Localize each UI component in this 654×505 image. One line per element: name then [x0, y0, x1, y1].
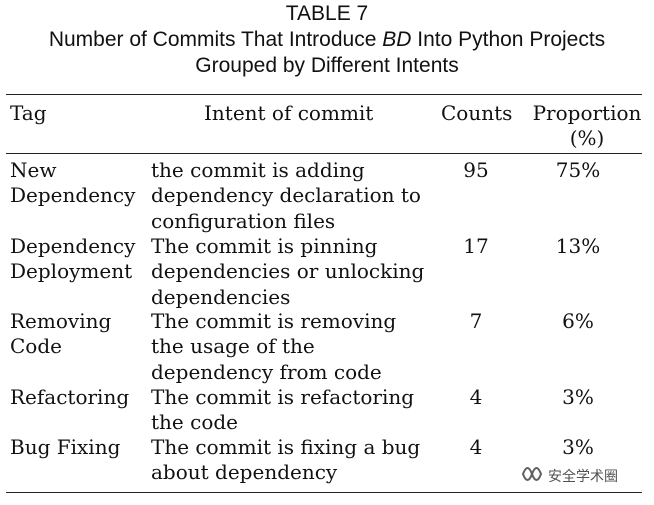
table-row-3-proportion: 6%	[562, 309, 594, 333]
table-row-1-intent: the commit is adding dependency declarat…	[151, 158, 421, 234]
table-row-4-proportion: 3%	[562, 385, 594, 409]
intent-line: dependency declaration to	[151, 183, 421, 208]
table-label: TABLE 7	[285, 2, 369, 25]
table-row-5-tag: Bug Fixing	[10, 435, 120, 460]
header-intent: Intent of commit	[204, 101, 374, 125]
tag-line: Code	[10, 334, 62, 359]
table-row-5-intent: The commit is fixing a bug about depende…	[151, 435, 420, 486]
header-rule	[6, 153, 642, 154]
table-row-2-proportion: 13%	[555, 234, 601, 258]
top-rule	[6, 94, 642, 95]
watermark: 安全学术圈	[521, 464, 618, 488]
table-row-2-intent: The commit is pinning dependencies or un…	[151, 234, 424, 310]
tag-line: Bug Fixing	[10, 435, 121, 459]
table-row-1-tag: New Dependency	[10, 158, 135, 209]
tag-line: Refactoring	[10, 385, 130, 409]
header-tag: Tag	[10, 101, 47, 125]
table-row-3-count: 7	[469, 309, 483, 333]
table-row-4-tag: Refactoring	[10, 385, 129, 410]
intent-line: The commit is removing	[151, 309, 397, 333]
header-proportion: Proportion (%)	[530, 101, 644, 152]
intent-line: The commit is fixing a bug	[151, 435, 421, 459]
table-row-5-count: 4	[469, 435, 483, 459]
table-row-3-tag: Removing Code	[10, 309, 111, 360]
intent-line: the usage of the	[151, 334, 315, 359]
title-part-2: Into Python Projects	[411, 28, 606, 51]
table-row-1-count: 95	[463, 158, 489, 182]
intent-line: the code	[151, 410, 238, 435]
table-title: Number of Commits That Introduce BD Into…	[0, 27, 654, 53]
tag-line: Deployment	[10, 259, 133, 284]
table-row-4-count: 4	[469, 385, 483, 409]
intent-line: about dependency	[151, 460, 338, 485]
table-title-line-2: Grouped by Different Intents	[195, 54, 459, 77]
bottom-rule	[6, 492, 642, 493]
header-proportion-line1: Proportion	[532, 101, 642, 125]
table-row-2-tag: Dependency Deployment	[10, 234, 135, 285]
intent-line: the commit is adding	[151, 158, 365, 182]
table-row-3-intent: The commit is removing the usage of the …	[151, 309, 396, 385]
tag-line: Dependency	[10, 234, 136, 258]
tag-line: Removing	[10, 309, 112, 333]
table-row-2-count: 17	[463, 234, 489, 258]
intent-line: dependencies or unlocking	[151, 259, 425, 284]
table-row-1-proportion: 75%	[555, 158, 601, 182]
intent-line: The commit is refactoring	[151, 385, 415, 409]
intent-line: configuration files	[151, 208, 336, 233]
watermark-text: 安全学术圈	[548, 469, 618, 485]
intent-line: The commit is pinning	[151, 234, 378, 258]
tag-line: New	[10, 158, 57, 182]
table-caption: TABLE 7 Number of Commits That Introduce…	[0, 1, 654, 79]
table-row-5-proportion: 3%	[562, 435, 594, 459]
header-counts: Counts	[441, 101, 513, 125]
header-proportion-line2: (%)	[569, 126, 605, 151]
tag-line: Dependency	[10, 183, 136, 208]
intent-line: dependency from code	[151, 359, 382, 384]
table-row-4-intent: The commit is refactoring the code	[151, 385, 414, 436]
title-part-1: Number of Commits That Introduce	[48, 28, 383, 51]
title-em-bd: BD	[382, 28, 412, 51]
intent-line: dependencies	[151, 284, 291, 309]
wechat-channel-icon	[521, 464, 543, 489]
